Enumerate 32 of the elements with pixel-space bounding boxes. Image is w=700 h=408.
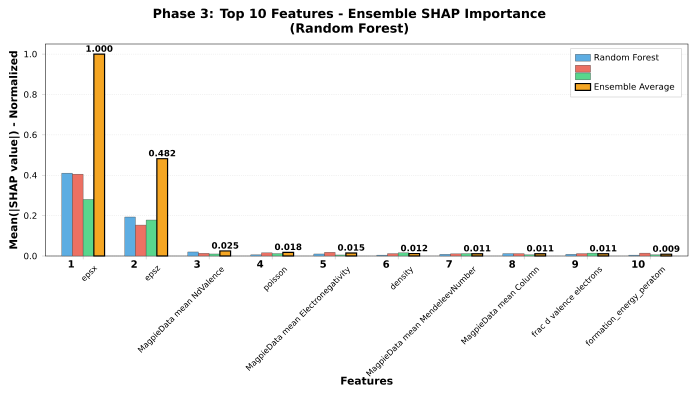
x-axis-title: Features xyxy=(341,376,393,385)
annotation: 4 xyxy=(257,260,264,268)
annotation: 7 xyxy=(446,260,452,268)
y-tick-label: 0.0 xyxy=(24,252,37,260)
y-tick-label: 0.8 xyxy=(24,91,37,98)
annotation: 10 xyxy=(632,260,645,268)
data-label: 0.018 xyxy=(274,244,302,250)
y-tick-label: 0.4 xyxy=(24,172,37,179)
y-tick-label: 0.6 xyxy=(24,132,37,138)
data-label: 0.012 xyxy=(400,244,428,252)
annotation: 2 xyxy=(131,260,137,268)
data-label: 0.025 xyxy=(212,242,238,249)
legend-label: Random Forest xyxy=(594,54,659,61)
data-label: 0.009 xyxy=(652,245,680,252)
data-label: 1.000 xyxy=(86,45,112,52)
annotation: 3 xyxy=(194,260,200,268)
y-tick-label: 1.0 xyxy=(24,50,37,58)
data-label: 0.011 xyxy=(526,244,554,252)
y-axis-title: Mean(|SHAP value|) - Normalized xyxy=(9,51,20,249)
data-label: 0.011 xyxy=(464,244,490,252)
data-label: 0.011 xyxy=(590,244,616,252)
annotation: 8 xyxy=(509,260,516,268)
annotation: 6 xyxy=(383,260,390,268)
annotation: 5 xyxy=(320,260,326,268)
chart-title: Phase 3: Top 10 Features - Ensemble SHAP Importance xyxy=(154,8,546,21)
annotation: 1 xyxy=(68,260,74,268)
data-label: 0.482 xyxy=(148,150,176,156)
chart-subtitle: (Random Forest) xyxy=(290,23,408,34)
y-tick-label: 0.2 xyxy=(24,212,36,219)
legend-label: Ensemble Average xyxy=(594,83,674,92)
data-label: 0.015 xyxy=(338,244,364,251)
annotation: 9 xyxy=(572,260,578,268)
